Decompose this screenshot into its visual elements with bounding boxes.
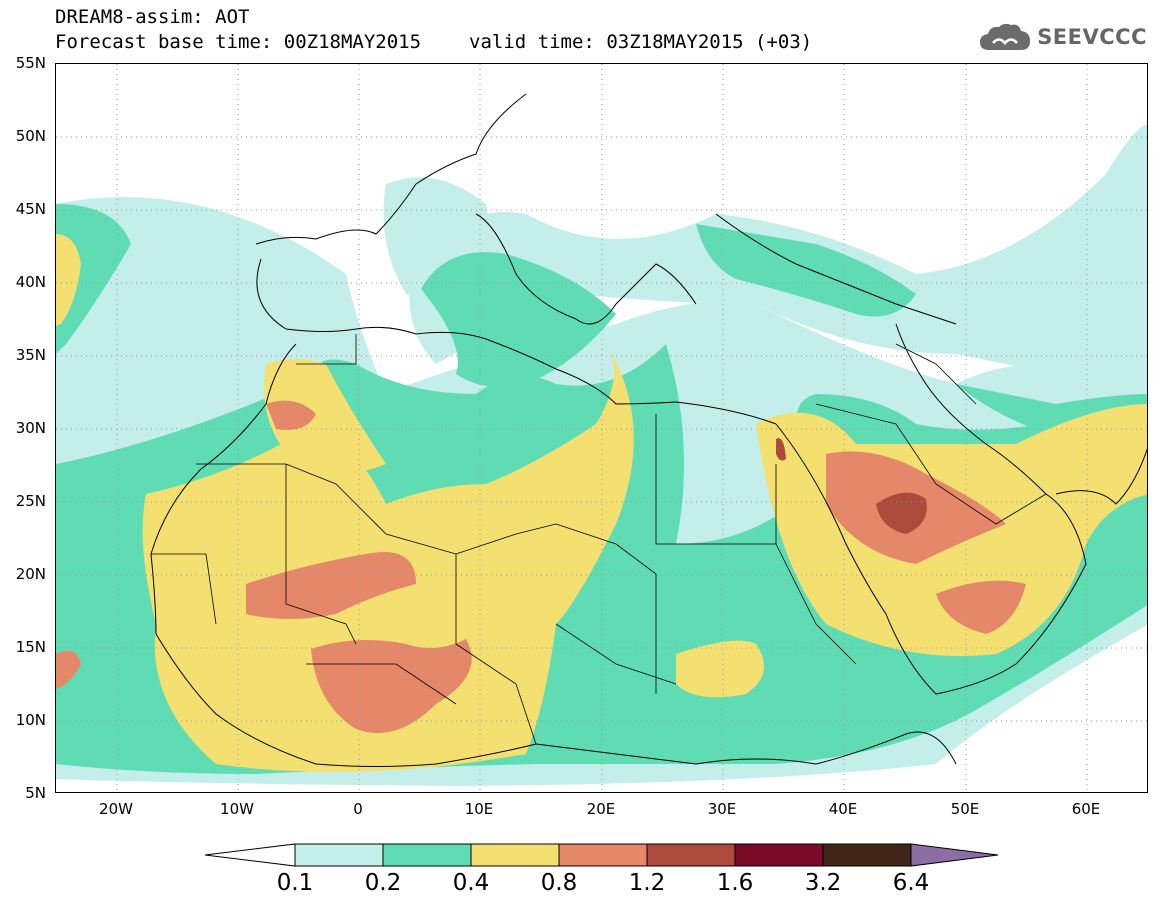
colorbar-label-3.2: 3.2 [804, 870, 842, 896]
lon-label-20e: 20E [586, 800, 616, 818]
lat-label-30n: 30N [15, 419, 46, 437]
lon-label-30e: 30E [707, 800, 737, 818]
colorbar-cell-0.2 [382, 843, 472, 867]
lon-label-60e: 60E [1071, 800, 1101, 818]
lat-label-20n: 20N [15, 565, 46, 583]
lat-label-35n: 35N [15, 346, 46, 364]
colorbar-cell-0.4 [470, 843, 560, 867]
colorbar-label-1.2: 1.2 [628, 870, 666, 896]
base-time: Forecast base time: 00Z18MAY2015 [55, 31, 422, 53]
colorbar-label-0.4: 0.4 [452, 870, 490, 896]
colorbar-label-1.6: 1.6 [716, 870, 754, 896]
lat-label-45n: 45N [15, 200, 46, 218]
colorbar-over-triangle [910, 843, 999, 867]
lat-label-15n: 15N [15, 638, 46, 656]
colorbar-cell-0.1 [294, 843, 384, 867]
colorbar-cell-0.8 [558, 843, 648, 867]
lat-label-10n: 10N [15, 711, 46, 729]
aot-map [55, 63, 1148, 793]
coastlines [150, 93, 1147, 767]
lon-label-10e: 10E [464, 800, 494, 818]
lon-label-20w: 20W [99, 800, 133, 818]
seevccc-logo: SEEVCCC [979, 22, 1147, 52]
lat-label-25n: 25N [15, 492, 46, 510]
colorbar-label-0.1: 0.1 [276, 870, 314, 896]
colorbar-label-6.4: 6.4 [892, 870, 930, 896]
lon-label-40e: 40E [828, 800, 858, 818]
colorbar [205, 843, 999, 867]
colorbar-label-0.8: 0.8 [540, 870, 578, 896]
lat-label-5n: 5N [25, 784, 46, 802]
country-borders [151, 334, 1047, 745]
lat-label-40n: 40N [15, 273, 46, 291]
colorbar-cell-1.6 [734, 843, 824, 867]
colorbar-under-triangle [205, 843, 296, 867]
lon-label-10w: 10W [220, 800, 254, 818]
lon-label-0: 0 [353, 800, 363, 818]
valid-time: valid time: 03Z18MAY2015 (+03) [469, 31, 813, 53]
lon-label-50e: 50E [950, 800, 980, 818]
colorbar-label-0.2: 0.2 [364, 870, 402, 896]
cloud-icon [980, 23, 1031, 50]
logo-text: SEEVCCC [1037, 25, 1147, 49]
colorbar-cell-1.2 [646, 843, 736, 867]
aot-band-1.2 [776, 438, 927, 534]
lat-label-50n: 50N [15, 127, 46, 145]
lat-label-55n: 55N [15, 54, 46, 72]
time-info: Forecast base time: 00Z18MAY2015 valid ti… [55, 31, 812, 53]
map-title: DREAM8-assim: AOT [55, 6, 250, 28]
colorbar-cell-3.2 [822, 843, 912, 867]
